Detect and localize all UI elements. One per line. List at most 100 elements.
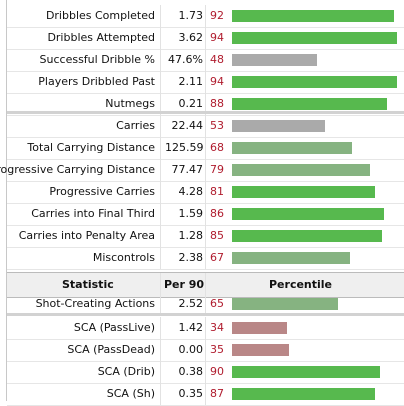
percentile-bar [232,98,387,110]
stat-row-players-dribbled-past: Players Dribbled Past 2.11 94 [7,71,404,94]
column-divider [205,27,206,49]
column-divider [160,339,161,361]
stat-row-sca-sh: SCA (Sh) 0.35 87 [7,383,404,406]
stat-label: Dribbles Attempted [47,31,155,44]
column-divider [160,137,161,159]
per90-value: 4.28 [178,185,204,198]
column-divider [160,27,161,49]
stat-row-total-carrying-distance: Total Carrying Distance 125.59 68 [7,137,404,160]
per90-value: 22.44 [171,119,204,132]
percentile-bar [232,186,375,198]
column-divider [205,203,206,225]
percentile-value: 34 [210,321,224,334]
column-divider [205,273,206,297]
per90-value: 125.59 [165,141,204,154]
column-divider [205,137,206,159]
percentile-bar [232,32,397,44]
per90-value: 2.38 [178,251,204,264]
percentile-value: 68 [210,141,224,154]
column-divider [160,247,161,269]
stat-row-carries: Carries 22.44 53 [7,115,404,138]
percentile-bar [232,388,375,400]
stat-label: Dribbles Completed [45,9,155,22]
column-divider [205,115,206,137]
stat-label: Players Dribbled Past [38,75,155,88]
percentile-value: 92 [210,9,224,22]
column-divider [160,383,161,405]
stat-row-sca-passdead: SCA (PassDead) 0.00 35 [7,339,404,362]
stat-row-dribbles-attempted: Dribbles Attempted 3.62 94 [7,27,404,50]
column-divider [160,93,161,115]
column-divider [205,317,206,339]
stat-label: Successful Dribble % [39,53,155,66]
section-divider [7,313,404,316]
per90-value: 2.52 [178,297,204,310]
percentile-bar [232,344,289,356]
column-divider [205,293,206,315]
stat-label: Nutmegs [105,97,155,110]
percentile-value: 53 [210,119,224,132]
stat-label: Carries into Final Third [31,207,155,220]
percentile-bar [232,230,382,242]
stat-row-dribbles-completed: Dribbles Completed 1.73 92 [7,5,404,28]
stat-row-progressive-carrying-distance: Progressive Carrying Distance 77.47 79 [0,159,404,182]
column-divider [160,115,161,137]
stat-label: Carries into Penalty Area [18,229,155,242]
section-divider [7,111,404,114]
per90-value: 47.6% [168,53,203,66]
percentile-value: 81 [210,185,224,198]
column-divider [205,49,206,71]
column-divider [205,247,206,269]
percentile-bar [232,120,325,132]
stat-row-successful-dribble-pct: Successful Dribble % 47.6% 48 [7,49,404,72]
column-divider [160,181,161,203]
stat-label: Shot-Creating Actions [35,297,155,310]
percentile-bar [232,10,394,22]
percentile-bar [232,252,350,264]
stat-label: Miscontrols [92,251,155,264]
column-divider [160,293,161,315]
per90-value: 1.73 [178,9,204,22]
percentile-bar [232,208,384,220]
percentile-bar [232,76,397,88]
stat-label: SCA (PassDead) [67,343,155,356]
percentile-value: 90 [210,365,224,378]
column-divider [160,49,161,71]
percentile-value: 79 [210,163,224,176]
stat-label: SCA (PassLive) [73,321,155,334]
percentile-value: 94 [210,75,224,88]
per90-value: 77.47 [171,163,204,176]
per90-value: 1.28 [178,229,204,242]
column-divider [160,361,161,383]
stat-label: SCA (Sh) [106,387,155,400]
column-divider [205,361,206,383]
column-divider [205,225,206,247]
header-per90: Per 90 [164,278,205,291]
percentile-value: 85 [210,229,224,242]
column-divider [205,93,206,115]
per90-value: 1.42 [178,321,204,334]
column-divider [205,181,206,203]
column-divider [160,203,161,225]
percentile-bar [232,322,287,334]
percentile-bar [232,366,380,378]
column-divider [160,5,161,27]
per90-value: 1.59 [178,207,204,220]
stat-row-progressive-carries: Progressive Carries 4.28 81 [7,181,404,204]
stat-label: Total Carrying Distance [27,141,155,154]
stat-row-carries-into-penalty-area: Carries into Penalty Area 1.28 85 [7,225,404,248]
column-divider [205,71,206,93]
stat-label: Progressive Carrying Distance [0,163,155,176]
percentile-value: 87 [210,387,224,400]
percentile-bar [232,54,317,66]
percentile-value: 67 [210,251,224,264]
table-left-border [6,0,7,401]
percentile-value: 65 [210,297,224,310]
percentile-bar [232,142,352,154]
per90-value: 0.00 [178,343,204,356]
column-divider [205,159,206,181]
stat-label: Carries [116,119,155,132]
column-divider [160,159,161,181]
stat-row-sca-drib: SCA (Drib) 0.38 90 [7,361,404,384]
percentile-bar [232,298,338,310]
